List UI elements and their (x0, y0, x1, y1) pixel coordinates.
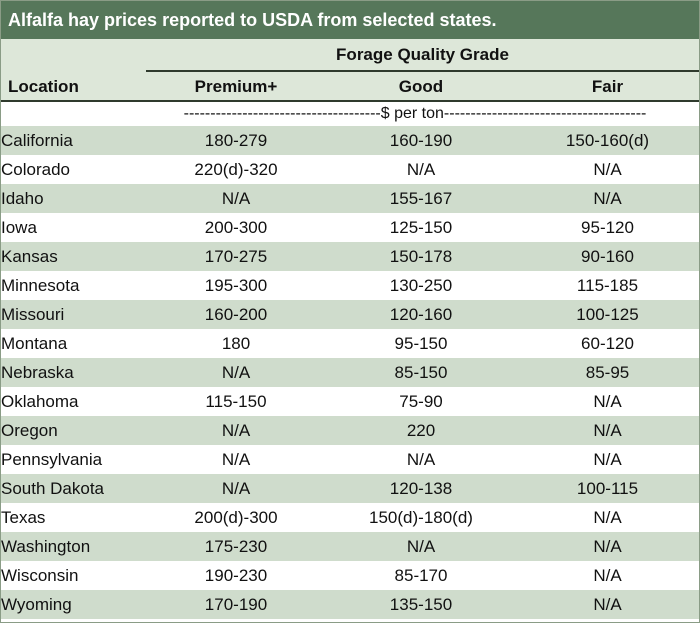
location-cell: Montana (1, 329, 146, 358)
forage-quality-grade-header: Forage Quality Grade (336, 45, 509, 64)
table-row: Iowa 200-300 125-150 95-120 (1, 213, 699, 242)
location-cell: Nebraska (1, 358, 146, 387)
table-row: Colorado 220(d)-320 N/A N/A (1, 155, 699, 184)
fair-price-cell: 100-125 (516, 300, 699, 329)
price-table: California 180-279 160-190 150-160(d) Colora… (1, 126, 699, 619)
location-cell: Kansas (1, 242, 146, 271)
table-row: Wyoming 170-190 135-150 N/A (1, 590, 699, 619)
header-rule (1, 100, 699, 102)
fair-price-cell: N/A (516, 590, 699, 619)
group-header-rule (146, 70, 699, 72)
column-header-premium: Premium+ (194, 77, 278, 96)
good-price-cell: 130-250 (326, 271, 516, 300)
premium-price-cell: N/A (146, 184, 326, 213)
premium-price-cell: 200(d)-300 (146, 503, 326, 532)
location-cell: Idaho (1, 184, 146, 213)
table-row: Oregon N/A 220 N/A (1, 416, 699, 445)
premium-price-cell: 180 (146, 329, 326, 358)
good-price-cell: 95-150 (326, 329, 516, 358)
good-price-cell: 85-150 (326, 358, 516, 387)
location-cell: Pennsylvania (1, 445, 146, 474)
premium-price-cell: 195-300 (146, 271, 326, 300)
price-table-body: California 180-279 160-190 150-160(d) Colora… (1, 126, 699, 619)
fair-price-cell: N/A (516, 561, 699, 590)
location-cell: Wyoming (1, 590, 146, 619)
fair-price-cell: N/A (516, 184, 699, 213)
premium-price-cell: N/A (146, 474, 326, 503)
column-header-fair: Fair (591, 77, 624, 96)
premium-price-cell: 170-275 (146, 242, 326, 271)
fair-price-cell: 85-95 (516, 358, 699, 387)
premium-price-cell: 160-200 (146, 300, 326, 329)
good-price-cell: 75-90 (326, 387, 516, 416)
good-price-cell: 150-178 (326, 242, 516, 271)
location-cell: Iowa (1, 213, 146, 242)
table-row: Washington 175-230 N/A N/A (1, 532, 699, 561)
location-cell: Texas (1, 503, 146, 532)
good-price-cell: N/A (326, 445, 516, 474)
table-row: Nebraska N/A 85-150 85-95 (1, 358, 699, 387)
table-row: Oklahoma 115-150 75-90 N/A (1, 387, 699, 416)
table-row: Kansas 170-275 150-178 90-160 (1, 242, 699, 271)
location-cell: California (1, 126, 146, 155)
good-price-cell: 85-170 (326, 561, 516, 590)
premium-price-cell: 200-300 (146, 213, 326, 242)
premium-price-cell: 180-279 (146, 126, 326, 155)
good-price-cell: 120-160 (326, 300, 516, 329)
fair-price-cell: N/A (516, 532, 699, 561)
table-title: Alfalfa hay prices reported to USDA from… (1, 1, 699, 39)
table-header: Forage Quality Grade Location Premium+ G… (1, 39, 699, 102)
location-cell: South Dakota (1, 474, 146, 503)
fair-price-cell: 100-115 (516, 474, 699, 503)
fair-price-cell: N/A (516, 155, 699, 184)
fair-price-cell: 90-160 (516, 242, 699, 271)
premium-price-cell: N/A (146, 445, 326, 474)
table-row: California 180-279 160-190 150-160(d) (1, 126, 699, 155)
table-row: South Dakota N/A 120-138 100-115 (1, 474, 699, 503)
fair-price-cell: N/A (516, 503, 699, 532)
fair-price-cell: N/A (516, 416, 699, 445)
location-cell: Wisconsin (1, 561, 146, 590)
location-cell: Oklahoma (1, 387, 146, 416)
fair-price-cell: 115-185 (516, 271, 699, 300)
fair-price-cell: 150-160(d) (516, 126, 699, 155)
premium-price-cell: N/A (146, 358, 326, 387)
column-header-location: Location (8, 77, 79, 96)
location-cell: Washington (1, 532, 146, 561)
good-price-cell: 150(d)-180(d) (326, 503, 516, 532)
location-cell: Colorado (1, 155, 146, 184)
good-price-cell: 125-150 (326, 213, 516, 242)
fair-price-cell: 95-120 (516, 213, 699, 242)
good-price-cell: 220 (326, 416, 516, 445)
column-header-good: Good (398, 77, 444, 96)
location-cell: Minnesota (1, 271, 146, 300)
location-cell: Missouri (1, 300, 146, 329)
premium-price-cell: 170-190 (146, 590, 326, 619)
good-price-cell: N/A (326, 155, 516, 184)
table-row: Pennsylvania N/A N/A N/A (1, 445, 699, 474)
table-row: Montana 180 95-150 60-120 (1, 329, 699, 358)
table-row: Wisconsin 190-230 85-170 N/A (1, 561, 699, 590)
units-label: -------------------------------------$ p… (183, 105, 647, 122)
fair-price-cell: 60-120 (516, 329, 699, 358)
premium-price-cell: 220(d)-320 (146, 155, 326, 184)
good-price-cell: 155-167 (326, 184, 516, 213)
units-row: -------------------------------------$ p… (1, 102, 699, 126)
good-price-cell: 120-138 (326, 474, 516, 503)
good-price-cell: 160-190 (326, 126, 516, 155)
table-row: Texas 200(d)-300 150(d)-180(d) N/A (1, 503, 699, 532)
premium-price-cell: 190-230 (146, 561, 326, 590)
fair-price-cell: N/A (516, 445, 699, 474)
location-cell: Oregon (1, 416, 146, 445)
table-row: Idaho N/A 155-167 N/A (1, 184, 699, 213)
table-row: Missouri 160-200 120-160 100-125 (1, 300, 699, 329)
good-price-cell: 135-150 (326, 590, 516, 619)
table-row: Minnesota 195-300 130-250 115-185 (1, 271, 699, 300)
premium-price-cell: 175-230 (146, 532, 326, 561)
premium-price-cell: N/A (146, 416, 326, 445)
good-price-cell: N/A (326, 532, 516, 561)
fair-price-cell: N/A (516, 387, 699, 416)
premium-price-cell: 115-150 (146, 387, 326, 416)
